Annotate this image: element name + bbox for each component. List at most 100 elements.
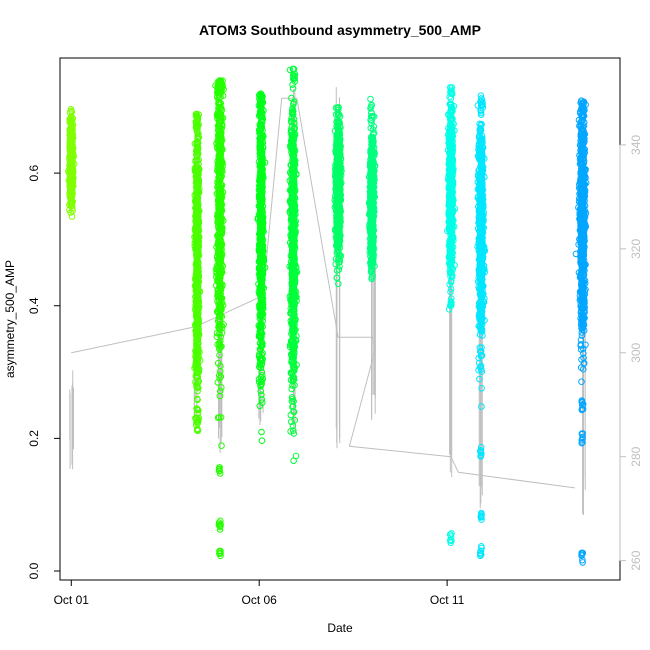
data-point [217, 387, 224, 395]
data-point [291, 381, 298, 389]
cluster-2 [212, 77, 227, 560]
data-point [216, 548, 223, 555]
data-point [194, 201, 201, 208]
data-point [289, 283, 296, 290]
data-point [217, 414, 225, 421]
data-point [217, 133, 225, 140]
data-point [194, 194, 202, 202]
data-point [217, 368, 224, 375]
data-point [290, 257, 297, 265]
data-point [193, 416, 200, 423]
data-point [194, 122, 201, 129]
data-point [257, 221, 264, 228]
data-point [290, 344, 298, 352]
data-point [194, 322, 202, 329]
data-point [290, 327, 297, 335]
data-point [259, 262, 266, 269]
line-series [69, 87, 586, 516]
data-point [67, 194, 74, 201]
data-point [194, 197, 201, 204]
data-point [217, 161, 225, 168]
data-point [214, 275, 222, 282]
data-point [194, 261, 202, 269]
data-point [258, 164, 265, 171]
data-point [192, 313, 200, 320]
data-point [192, 147, 200, 155]
data-point [216, 150, 223, 157]
data-point [194, 383, 201, 391]
data-point [257, 106, 265, 113]
data-point [290, 247, 298, 255]
data-point [256, 112, 263, 120]
data-point [290, 342, 297, 349]
data-point [194, 174, 201, 181]
data-point [192, 232, 200, 239]
data-point [256, 363, 263, 371]
data-point [218, 216, 225, 224]
data-point [288, 418, 295, 426]
data-point [258, 396, 266, 403]
data-point [66, 157, 74, 164]
data-point [217, 255, 224, 262]
data-point [216, 288, 224, 295]
data-point [214, 341, 221, 348]
data-point [259, 214, 267, 221]
data-point [194, 192, 201, 199]
data-point [194, 380, 201, 387]
data-point [260, 254, 268, 262]
data-point [215, 200, 223, 207]
data-point [218, 83, 226, 90]
data-point [257, 387, 265, 395]
data-point [215, 202, 223, 210]
data-point [215, 258, 222, 266]
data-point [218, 442, 225, 450]
data-point [290, 100, 297, 108]
data-point [289, 264, 296, 272]
data-point [194, 113, 201, 120]
data-point [216, 94, 223, 101]
data-point [216, 371, 223, 379]
cluster-0 [65, 105, 78, 220]
data-point [288, 394, 296, 401]
data-point [218, 181, 226, 189]
data-point [67, 184, 74, 191]
data-point [289, 328, 296, 336]
data-point [217, 130, 224, 138]
data-point [256, 135, 264, 142]
chart-title: ATOM3 Southbound asymmetry_500_AMP [199, 22, 481, 38]
data-point [218, 305, 225, 313]
data-point [257, 268, 264, 276]
data-point [194, 337, 201, 344]
data-point [216, 329, 223, 337]
data-point [290, 351, 298, 359]
data-point [194, 205, 202, 213]
data-point [67, 209, 74, 216]
data-point [256, 350, 263, 358]
data-point [195, 299, 202, 307]
data-point [257, 198, 264, 206]
data-point [194, 125, 201, 133]
data-point [193, 362, 201, 369]
data-point [259, 340, 266, 347]
data-point [216, 189, 223, 196]
data-point [215, 297, 223, 305]
data-point [257, 250, 264, 258]
data-point [217, 312, 225, 319]
data-point [217, 85, 224, 92]
data-point [215, 212, 222, 219]
data-point [260, 257, 268, 265]
data-point [220, 321, 227, 328]
data-point [287, 428, 294, 435]
data-point [194, 181, 201, 189]
data-point [195, 179, 203, 187]
data-point [194, 293, 202, 301]
data-point [68, 202, 75, 210]
data-point [289, 373, 297, 380]
data-point [257, 330, 265, 338]
data-point [218, 343, 225, 350]
data-point [257, 321, 265, 329]
data-point [216, 526, 224, 533]
data-point [194, 350, 201, 358]
data-point [217, 196, 225, 203]
data-point [291, 416, 299, 424]
